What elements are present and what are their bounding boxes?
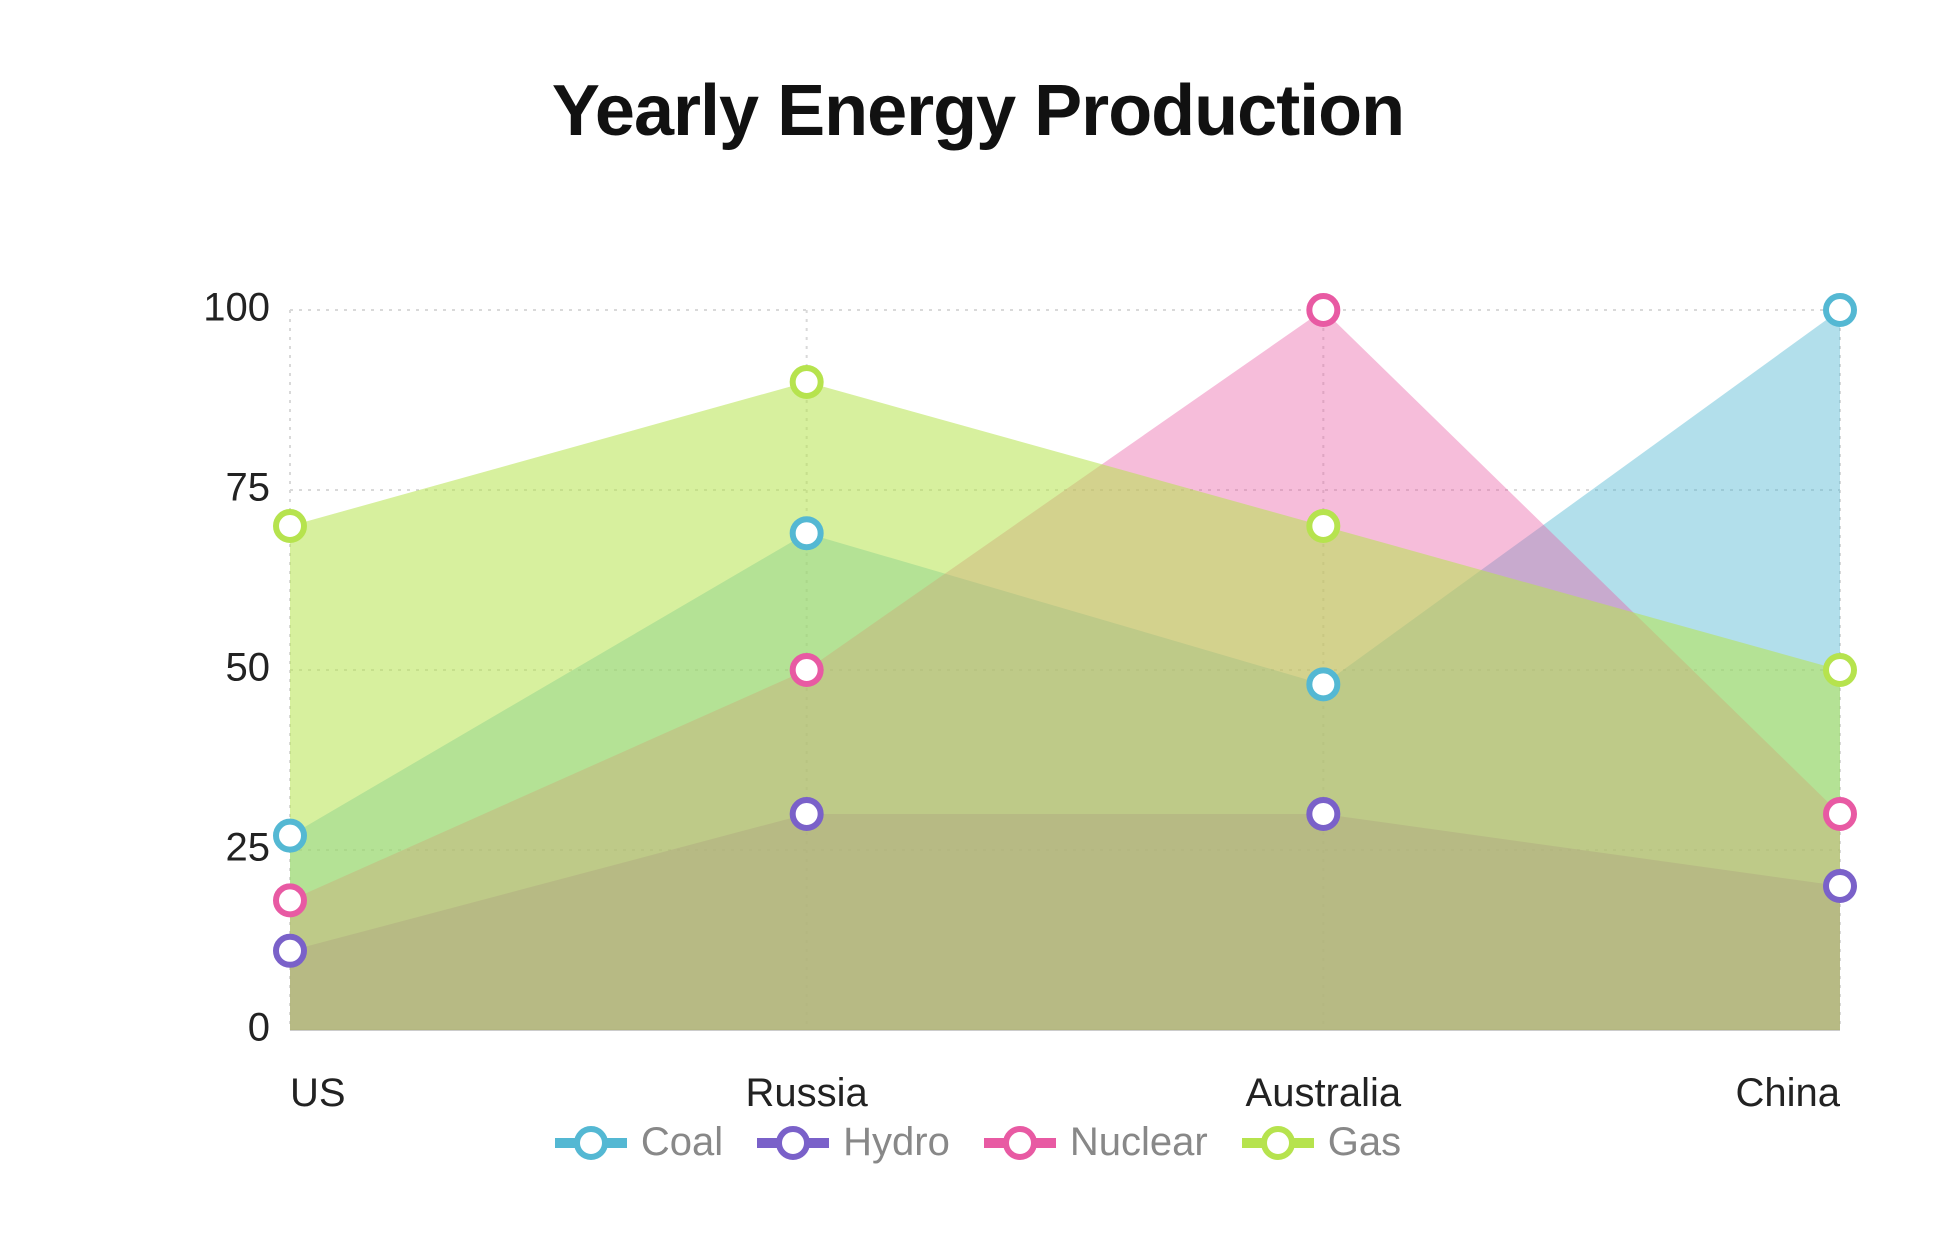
data-point-gas	[1309, 512, 1337, 540]
data-point-coal	[276, 822, 304, 850]
data-point-nuclear	[1826, 800, 1854, 828]
x-tick-label: US	[290, 1071, 346, 1115]
x-tick-label: China	[1735, 1071, 1840, 1115]
legend: Coal Hydro Nuclear Gas	[0, 1120, 1956, 1165]
data-point-hydro	[793, 800, 821, 828]
y-tick-label: 75	[226, 466, 271, 510]
data-point-coal	[793, 519, 821, 547]
data-point-coal	[1826, 296, 1854, 324]
data-point-nuclear	[276, 886, 304, 914]
x-tick-label: Australia	[1246, 1071, 1402, 1115]
chart-container: Yearly Energy Production 0255075100USRus…	[0, 0, 1956, 1252]
legend-label: Nuclear	[1070, 1120, 1208, 1165]
area-chart: 0 25 50 75 100 US Russia Australia China	[0, 0, 1956, 1252]
legend-item-hydro: Hydro	[757, 1120, 950, 1165]
data-point-gas	[1826, 656, 1854, 684]
legend-swatch-icon	[555, 1123, 627, 1163]
data-point-nuclear	[1309, 296, 1337, 324]
legend-swatch-icon	[757, 1123, 829, 1163]
y-tick-label: 50	[226, 646, 271, 690]
legend-swatch-icon	[1242, 1123, 1314, 1163]
legend-item-gas: Gas	[1242, 1120, 1401, 1165]
data-point-gas	[793, 368, 821, 396]
legend-item-coal: Coal	[555, 1120, 723, 1165]
legend-label: Hydro	[843, 1120, 950, 1165]
data-point-hydro	[276, 937, 304, 965]
data-point-hydro	[1826, 872, 1854, 900]
legend-item-nuclear: Nuclear	[984, 1120, 1208, 1165]
data-point-nuclear	[793, 656, 821, 684]
data-point-gas	[276, 512, 304, 540]
data-point-hydro	[1309, 800, 1337, 828]
y-tick-label: 25	[226, 826, 271, 870]
legend-label: Gas	[1328, 1120, 1401, 1165]
y-tick-label: 100	[203, 286, 270, 330]
y-tick-label: 0	[248, 1006, 270, 1050]
data-point-coal	[1309, 670, 1337, 698]
legend-label: Coal	[641, 1120, 723, 1165]
x-tick-label: Russia	[746, 1071, 869, 1115]
legend-swatch-icon	[984, 1123, 1056, 1163]
